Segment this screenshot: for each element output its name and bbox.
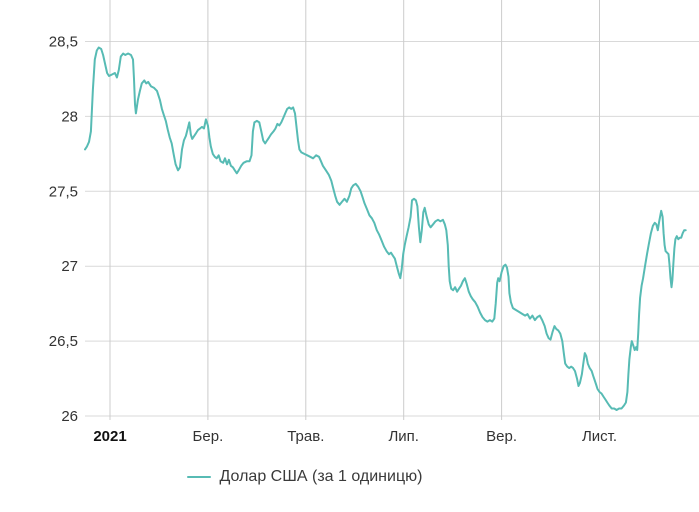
y-tick-label: 28 [61, 108, 78, 125]
y-tick-label: 26 [61, 408, 78, 425]
y-tick-label: 27 [61, 258, 78, 275]
legend-item-usd[interactable]: Долар США (за 1 одиницю) [186, 468, 423, 485]
x-tick-label: Трав. [287, 428, 324, 445]
rate-line-series [84, 46, 687, 411]
chart-plot-area: 26 26,5 27 27,5 28 28,5 2021 Бер. Трав. Лип. Вер. Л… [49, 0, 699, 445]
x-tick-label: Бер. [193, 428, 224, 445]
y-tick-label: 28,5 [49, 34, 78, 51]
y-tick-label: 26,5 [49, 333, 78, 350]
x-tick-label: Лист. [582, 428, 617, 445]
legend-line-swatch [186, 476, 211, 478]
y-tick-label: 27,5 [49, 183, 78, 200]
x-tick-label: Лип. [388, 428, 419, 445]
chart-legend: Долар США (за 1 одиницю) [0, 462, 654, 492]
x-tick-label: Вер. [486, 428, 517, 445]
legend-label: Долар США (за 1 одиницю) [219, 468, 423, 485]
x-tick-label-year: 2021 [93, 428, 126, 445]
